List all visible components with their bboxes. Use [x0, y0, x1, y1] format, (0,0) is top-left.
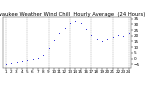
Title: Milwaukee Weather Wind Chill  Hourly Average  (24 Hours): Milwaukee Weather Wind Chill Hourly Aver…: [0, 12, 145, 17]
